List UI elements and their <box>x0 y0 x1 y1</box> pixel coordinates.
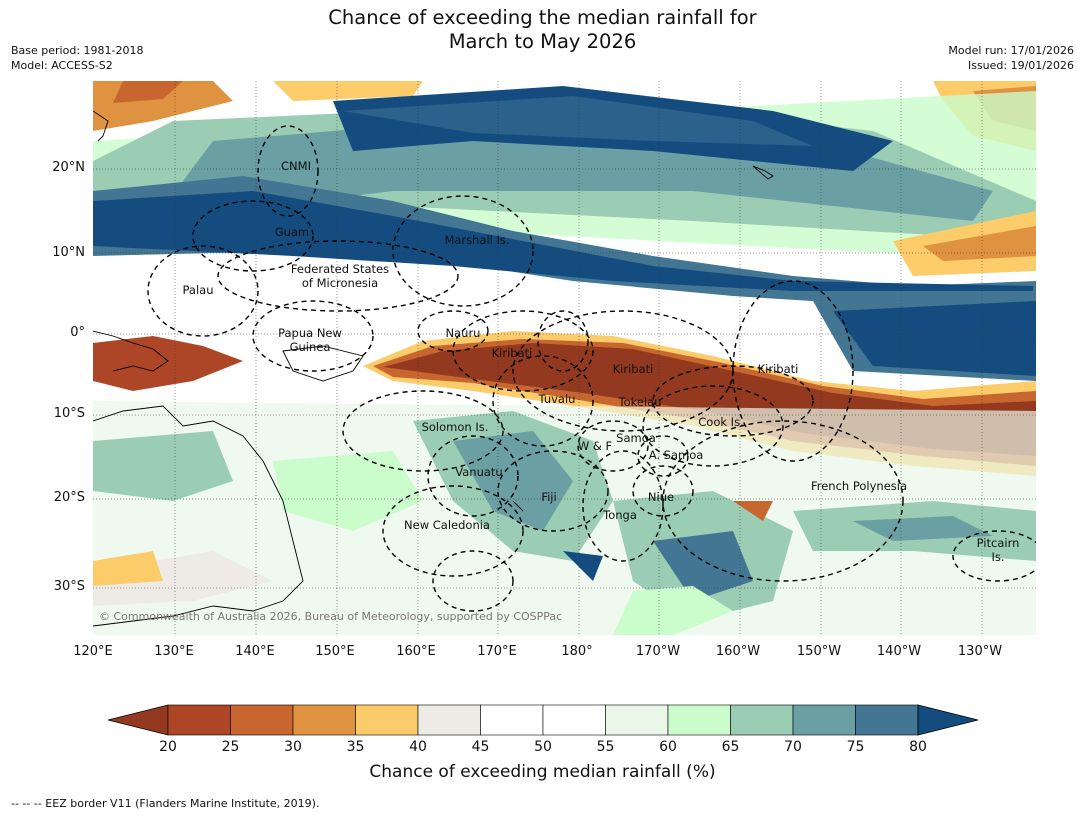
lat-label-10s: 10°S <box>53 406 85 421</box>
colorbar-bin <box>792 704 856 736</box>
colorbar-extend-high <box>917 704 979 736</box>
lon-label-170w: 170°W <box>635 644 681 659</box>
place-nauru: Nauru <box>445 326 481 340</box>
lon-label-140w: 140°W <box>876 644 922 659</box>
colorbar-tick: 25 <box>221 739 240 755</box>
eez-footnote: -- -- -- EEZ border V11 (Flanders Marine… <box>11 797 320 810</box>
place-french-polynesia: French Polynesia <box>810 479 908 493</box>
lon-label-180: 180° <box>561 644 593 659</box>
colorbar-tick: 80 <box>909 739 927 755</box>
colorbar-bin <box>605 704 669 736</box>
colorbar-tick: 70 <box>784 739 802 755</box>
place-fsm-line1: Federated States <box>290 262 390 276</box>
rainfall-map <box>93 81 1036 635</box>
title-line-1: Chance of exceeding the median rainfall … <box>328 6 757 29</box>
colorbar-tick: 20 <box>159 739 177 755</box>
colorbar-label: Chance of exceeding median rainfall (%) <box>369 762 716 782</box>
place-guam: Guam <box>274 225 310 239</box>
place-fsm-line2: of Micronesia <box>301 276 379 290</box>
place-marshall: Marshall Is. <box>444 233 510 247</box>
lat-label-0: 0° <box>70 325 85 340</box>
colorbar-bin <box>730 704 794 736</box>
lat-label-30s: 30°S <box>53 579 85 594</box>
colorbar-bin <box>480 704 544 736</box>
place-pitcairn: Pitcairn Is. <box>977 536 1020 564</box>
lon-label-150w: 150°W <box>796 644 842 659</box>
colorbar-bin <box>417 704 481 736</box>
colorbar-tick: 45 <box>471 739 490 755</box>
place-pitcairn-line1: Pitcairn <box>976 536 1020 550</box>
title-line-2: March to May 2026 <box>448 30 637 53</box>
lat-label-20s: 20°S <box>53 490 85 505</box>
colorbar-bin <box>667 704 731 736</box>
colorbar-bin <box>230 704 294 736</box>
map-canvas <box>93 81 1036 635</box>
colorbar-tick: 50 <box>534 739 552 755</box>
place-pitcairn-line2: Is. <box>991 550 1005 564</box>
meta-left: Base period: 1981-2018 Model: ACCESS-S2 <box>11 43 143 73</box>
model-name: Model: ACCESS-S2 <box>11 59 113 72</box>
place-png-line2: Guinea <box>289 340 331 354</box>
place-png-line1: Papua New <box>278 326 342 340</box>
colorbar-extend-low <box>107 704 169 736</box>
place-vanuatu: Vanuatu <box>455 465 503 479</box>
place-png: Papua New Guinea <box>278 326 342 354</box>
place-niue: Niue <box>647 490 675 504</box>
place-new-caledonia: New Caledonia <box>404 518 490 532</box>
colorbar-tick: 60 <box>659 739 677 755</box>
place-fsm: Federated States of Micronesia <box>291 262 389 290</box>
model-run: Model run: 17/01/2026 <box>948 44 1074 57</box>
colorbar <box>107 704 979 736</box>
lat-label-20n: 20°N <box>52 160 85 175</box>
colorbar-tick: 35 <box>346 739 365 755</box>
lon-label-140e: 140°E <box>235 644 275 659</box>
place-solomon: Solomon Is. <box>421 420 489 434</box>
lon-label-160w: 160°W <box>715 644 761 659</box>
colorbar-tick: 30 <box>284 739 302 755</box>
place-american-samoa: A. Samoa <box>648 448 704 462</box>
place-tuvalu: Tuvalu <box>538 392 576 406</box>
lon-label-120e: 120°E <box>73 644 113 659</box>
place-kiribati-central: Kiribati <box>612 362 654 376</box>
colorbar-tick: 40 <box>409 739 427 755</box>
place-palau: Palau <box>182 283 214 297</box>
place-tokelau: Tokelau <box>618 395 662 409</box>
meta-right: Model run: 17/01/2026 Issued: 19/01/2026 <box>948 43 1074 73</box>
colorbar-tick: 65 <box>721 739 740 755</box>
place-wallis-futuna: W & F <box>577 439 613 453</box>
colorbar-bin <box>292 704 356 736</box>
lat-label-10n: 10°N <box>52 245 85 260</box>
place-kiribati-west: Kiribati <box>491 346 533 360</box>
chart-title: Chance of exceeding the median rainfall … <box>0 6 1085 54</box>
lon-label-160e: 160°E <box>396 644 436 659</box>
place-kiribati-east: Kiribati <box>757 362 799 376</box>
colorbar-tick: 55 <box>596 739 615 755</box>
colorbar-bin <box>855 704 919 736</box>
colorbar-bin <box>542 704 606 736</box>
place-cook: Cook Is. <box>698 415 744 429</box>
lon-label-170e: 170°E <box>477 644 517 659</box>
lon-label-130w: 130°W <box>957 644 1003 659</box>
colorbar-bin <box>355 704 419 736</box>
lon-label-130e: 130°E <box>154 644 194 659</box>
copyright-notice: © Commonwealth of Australia 2026, Bureau… <box>99 610 563 623</box>
lon-label-150e: 150°E <box>315 644 355 659</box>
place-samoa: Samoa <box>616 431 656 445</box>
issued-date: Issued: 19/01/2026 <box>967 59 1074 72</box>
place-cnmi: CNMI <box>281 159 311 173</box>
base-period: Base period: 1981-2018 <box>11 44 144 57</box>
place-tonga: Tonga <box>603 508 637 522</box>
colorbar-tick: 75 <box>846 739 865 755</box>
place-fiji: Fiji <box>541 490 557 504</box>
colorbar-bin <box>167 704 231 736</box>
